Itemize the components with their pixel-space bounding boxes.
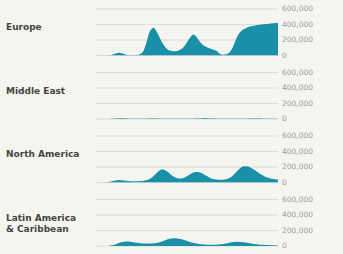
panel-title: Europe <box>6 22 42 32</box>
grid-line <box>96 88 278 89</box>
panel: 0 200,000 400,000 600,000 Europe <box>6 4 313 60</box>
tick-label: 0 <box>282 114 287 123</box>
tick-label: 0 <box>282 241 287 250</box>
grid-line <box>96 103 278 104</box>
panel: 0 200,000 400,000 600,000 North America <box>6 131 313 187</box>
tick-label: 200,000 <box>282 35 313 44</box>
tick-label: 400,000 <box>282 83 313 92</box>
tick-label: 400,000 <box>282 210 313 219</box>
panel: 0 200,000 400,000 600,000 Latin America& Car… <box>6 195 313 251</box>
chart: 0 200,000 400,000 600,000 Europe 0 200,000 400,… <box>0 0 343 254</box>
area <box>96 118 278 119</box>
tick-label: 400,000 <box>282 20 313 29</box>
grid-line <box>96 151 278 152</box>
panel-title: Middle East <box>6 86 66 96</box>
area <box>96 23 278 56</box>
marks <box>96 23 278 56</box>
tick-label: 600,000 <box>282 195 313 204</box>
panel: 0 200,000 400,000 600,000 Middle East <box>6 68 313 124</box>
marks <box>96 118 278 119</box>
grid-line <box>96 136 278 137</box>
area <box>96 238 278 246</box>
tick-label: 200,000 <box>282 99 313 108</box>
panel-title: North America <box>6 149 79 159</box>
tick-label: 200,000 <box>282 226 313 235</box>
panel-title: Latin America& Caribbean <box>6 213 76 234</box>
tick-label: 0 <box>282 178 287 187</box>
grid-line <box>96 215 278 216</box>
tick-label: 600,000 <box>282 131 313 140</box>
grid-line <box>96 119 278 120</box>
tick-label: 400,000 <box>282 147 313 156</box>
tick-label: 0 <box>282 51 287 60</box>
grid-line <box>96 72 278 73</box>
area <box>96 166 278 182</box>
grid-line <box>96 9 278 10</box>
marks <box>96 238 278 246</box>
grid-line <box>96 199 278 200</box>
grid-line <box>96 230 278 231</box>
tick-label: 200,000 <box>282 162 313 171</box>
tick-label: 600,000 <box>282 68 313 77</box>
grid-line <box>96 167 278 168</box>
background <box>0 0 343 254</box>
tick-label: 600,000 <box>282 4 313 13</box>
marks <box>96 166 278 182</box>
grid-line <box>96 24 278 25</box>
